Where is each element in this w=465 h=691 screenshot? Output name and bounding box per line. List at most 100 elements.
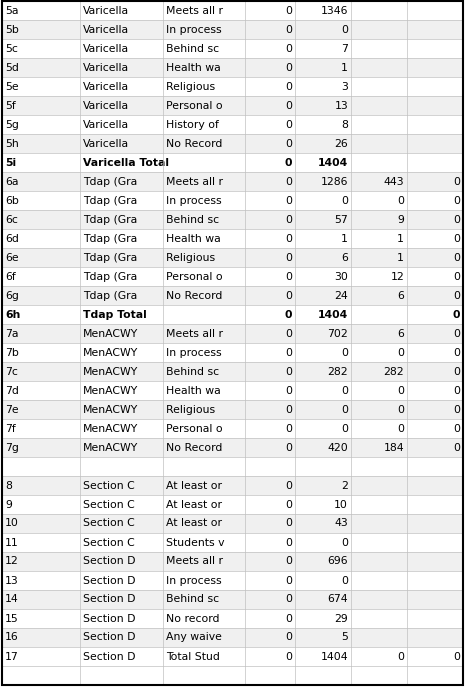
Text: 0: 0 xyxy=(397,652,404,661)
Text: 13: 13 xyxy=(334,100,348,111)
Text: 0: 0 xyxy=(453,214,460,225)
Text: 7d: 7d xyxy=(5,386,19,395)
Text: 0: 0 xyxy=(285,594,292,605)
Text: 0: 0 xyxy=(341,348,348,357)
Text: 0: 0 xyxy=(285,234,292,243)
Text: 0: 0 xyxy=(285,518,292,529)
Text: 6d: 6d xyxy=(5,234,19,243)
Text: Health wa: Health wa xyxy=(166,386,220,395)
Text: 6h: 6h xyxy=(5,310,20,319)
Text: In process: In process xyxy=(166,24,221,35)
Text: 0: 0 xyxy=(285,348,292,357)
Text: Total Stud: Total Stud xyxy=(166,652,219,661)
Text: 3: 3 xyxy=(341,82,348,91)
Text: 1404: 1404 xyxy=(320,652,348,661)
Bar xyxy=(2,609,463,628)
Text: 2: 2 xyxy=(341,480,348,491)
Text: 6: 6 xyxy=(341,252,348,263)
Text: 0: 0 xyxy=(452,310,460,319)
Text: 1: 1 xyxy=(397,234,404,243)
Text: 0: 0 xyxy=(341,538,348,547)
Text: 1346: 1346 xyxy=(320,6,348,15)
Text: 1: 1 xyxy=(341,234,348,243)
Text: 6g: 6g xyxy=(5,290,19,301)
Text: 443: 443 xyxy=(384,176,404,187)
Text: 0: 0 xyxy=(285,120,292,129)
Bar xyxy=(2,647,463,666)
Bar xyxy=(2,39,463,58)
Text: 12: 12 xyxy=(390,272,404,281)
Text: 0: 0 xyxy=(285,44,292,53)
Text: 0: 0 xyxy=(285,82,292,91)
Bar xyxy=(2,324,463,343)
Text: 10: 10 xyxy=(334,500,348,509)
Text: Behind sc: Behind sc xyxy=(166,594,219,605)
Text: Behind sc: Behind sc xyxy=(166,366,219,377)
Text: 1404: 1404 xyxy=(318,310,348,319)
Text: Varicella: Varicella xyxy=(83,82,129,91)
Text: Section D: Section D xyxy=(83,556,135,567)
Text: 0: 0 xyxy=(285,442,292,453)
Bar xyxy=(2,248,463,267)
Text: 10: 10 xyxy=(5,518,19,529)
Text: 6a: 6a xyxy=(5,176,19,187)
Text: 7e: 7e xyxy=(5,404,19,415)
Text: 0: 0 xyxy=(285,328,292,339)
Text: 0: 0 xyxy=(453,404,460,415)
Text: 6b: 6b xyxy=(5,196,19,205)
Bar xyxy=(2,457,463,476)
Text: 7b: 7b xyxy=(5,348,19,357)
Text: 30: 30 xyxy=(334,272,348,281)
Bar xyxy=(2,305,463,324)
Text: MenACWY: MenACWY xyxy=(83,424,138,433)
Text: 0: 0 xyxy=(285,158,292,167)
Text: MenACWY: MenACWY xyxy=(83,386,138,395)
Text: 0: 0 xyxy=(341,24,348,35)
Text: Section C: Section C xyxy=(83,480,134,491)
Text: 674: 674 xyxy=(327,594,348,605)
Text: Section D: Section D xyxy=(83,576,135,585)
Text: 8: 8 xyxy=(341,120,348,129)
Text: 0: 0 xyxy=(285,632,292,643)
Text: 6: 6 xyxy=(397,328,404,339)
Text: Meets all r: Meets all r xyxy=(166,176,223,187)
Text: 0: 0 xyxy=(285,6,292,15)
Text: In process: In process xyxy=(166,576,221,585)
Text: 17: 17 xyxy=(5,652,19,661)
Bar xyxy=(2,210,463,229)
Text: Section D: Section D xyxy=(83,594,135,605)
Bar xyxy=(2,96,463,115)
Text: 5: 5 xyxy=(341,632,348,643)
Text: 0: 0 xyxy=(285,500,292,509)
Text: MenACWY: MenACWY xyxy=(83,328,138,339)
Text: 696: 696 xyxy=(327,556,348,567)
Text: 0: 0 xyxy=(453,176,460,187)
Bar xyxy=(2,590,463,609)
Text: Tdap (Gra: Tdap (Gra xyxy=(83,252,137,263)
Text: 1286: 1286 xyxy=(320,176,348,187)
Text: Tdap (Gra: Tdap (Gra xyxy=(83,196,137,205)
Text: At least or: At least or xyxy=(166,480,222,491)
Bar xyxy=(2,115,463,134)
Text: Tdap (Gra: Tdap (Gra xyxy=(83,176,137,187)
Text: 29: 29 xyxy=(334,614,348,623)
Text: 0: 0 xyxy=(453,348,460,357)
Text: 24: 24 xyxy=(334,290,348,301)
Text: No Record: No Record xyxy=(166,442,222,453)
Text: 12: 12 xyxy=(5,556,19,567)
Text: 7f: 7f xyxy=(5,424,16,433)
Text: 0: 0 xyxy=(453,366,460,377)
Text: Tdap (Gra: Tdap (Gra xyxy=(83,290,137,301)
Bar xyxy=(2,628,463,647)
Text: 5e: 5e xyxy=(5,82,19,91)
Text: 0: 0 xyxy=(453,386,460,395)
Text: 5b: 5b xyxy=(5,24,19,35)
Text: Meets all r: Meets all r xyxy=(166,556,223,567)
Bar xyxy=(2,58,463,77)
Text: 16: 16 xyxy=(5,632,19,643)
Text: 43: 43 xyxy=(334,518,348,529)
Text: No Record: No Record xyxy=(166,138,222,149)
Text: Varicella: Varicella xyxy=(83,100,129,111)
Bar xyxy=(2,419,463,438)
Text: 0: 0 xyxy=(341,196,348,205)
